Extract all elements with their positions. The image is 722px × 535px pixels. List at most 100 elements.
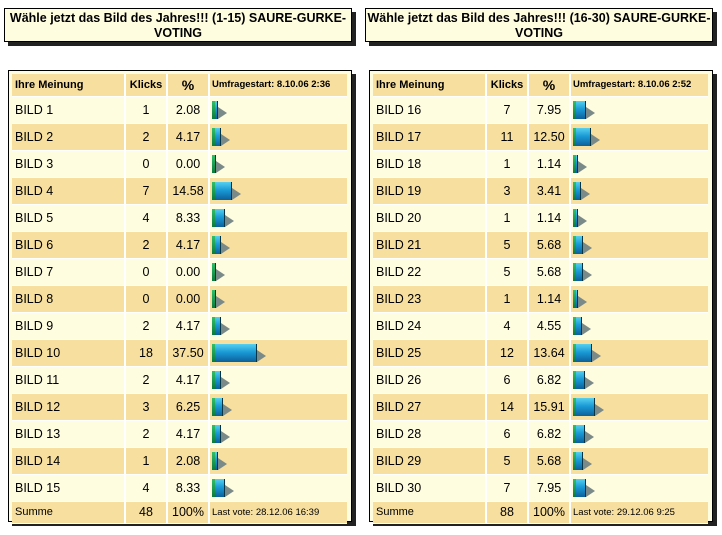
bar-edge (573, 181, 576, 200)
option-percent: 4.17 (167, 123, 210, 151)
option-count: 7 (486, 474, 529, 502)
option-name: BILD 19 (373, 177, 487, 205)
option-percent: 2.08 (167, 96, 210, 124)
option-name: BILD 15 (12, 474, 126, 502)
percent-bar-cell (570, 312, 708, 340)
table-row: BILD 17 11 12.50 (373, 123, 708, 151)
percent-bar (212, 126, 230, 148)
bar-edge (573, 154, 576, 173)
bar-edge (212, 208, 215, 227)
percent-bar-cell (209, 285, 347, 313)
bar-tip (223, 403, 232, 416)
option-count: 7 (486, 96, 529, 124)
option-count: 4 (486, 312, 529, 340)
percent-bar (573, 396, 604, 418)
bar-fill (576, 208, 578, 227)
option-percent: 3.41 (528, 177, 571, 205)
summary-row: Summe 48 100% Last vote: 28.12.06 16:39 (12, 501, 347, 524)
option-name: BILD 6 (12, 231, 126, 259)
bar-tip (221, 133, 230, 146)
table-row: BILD 8 0 0.00 (12, 285, 347, 313)
summary-percent: 100% (528, 501, 571, 524)
summary-count: 48 (125, 501, 168, 524)
option-name: BILD 28 (373, 420, 487, 448)
summary-percent: 100% (167, 501, 210, 524)
percent-bar (212, 423, 230, 445)
option-name: BILD 23 (373, 285, 487, 313)
percent-bar-cell (570, 339, 708, 367)
option-percent: 6.25 (167, 393, 210, 421)
option-name: BILD 27 (373, 393, 487, 421)
bar-fill (215, 208, 225, 227)
bar-fill (215, 235, 221, 254)
option-count: 6 (486, 366, 529, 394)
option-name: BILD 14 (12, 447, 126, 475)
option-name: BILD 10 (12, 339, 126, 367)
percent-bar (212, 342, 266, 364)
header-row: Ihre Meinung Klicks% Umfragestart: 8.10.06… (12, 74, 347, 97)
bar-tip (218, 457, 227, 470)
percent-bar-cell (209, 204, 347, 232)
percent-bar-cell (209, 177, 347, 205)
option-count: 18 (125, 339, 168, 367)
bar-edge (573, 289, 576, 308)
option-name: BILD 9 (12, 312, 126, 340)
bar-edge (212, 343, 215, 362)
bar-fill (576, 370, 585, 389)
option-count: 0 (125, 285, 168, 313)
header-row: Ihre Meinung Klicks% Umfragestart: 8.10.06… (373, 74, 708, 97)
bar-tip (581, 187, 590, 200)
option-percent: 1.14 (528, 204, 571, 232)
option-name: BILD 7 (12, 258, 126, 286)
option-percent: 6.82 (528, 366, 571, 394)
percent-bar-cell (209, 474, 347, 502)
bar-edge (212, 100, 215, 119)
percent-bar (212, 396, 232, 418)
percent-bar (573, 99, 595, 121)
percent-bar-cell (570, 366, 708, 394)
bar-tip (221, 322, 230, 335)
summary-label: Summe (373, 501, 487, 524)
table-row: BILD 10 18 37.50 (12, 339, 347, 367)
option-name: BILD 29 (373, 447, 487, 475)
option-count: 2 (125, 366, 168, 394)
percent-bar (212, 99, 227, 121)
percent-bar-cell (209, 420, 347, 448)
bar-fill (576, 397, 595, 416)
poll-table-left: Ihre Meinung Klicks% Umfragestart: 8.10.06… (12, 74, 347, 524)
percent-bar (212, 369, 230, 391)
option-count: 7 (125, 177, 168, 205)
bar-fill (215, 370, 221, 389)
option-percent: 0.00 (167, 150, 210, 178)
bar-fill (576, 451, 583, 470)
percent-bar-cell (570, 204, 708, 232)
percent-bar-cell (209, 393, 347, 421)
header-percent: % (528, 74, 571, 97)
table-row: BILD 27 14 15.91 (373, 393, 708, 421)
bar-tip (595, 403, 604, 416)
bar-tip (225, 484, 234, 497)
option-name: BILD 4 (12, 177, 126, 205)
table-row: BILD 28 6 6.82 (373, 420, 708, 448)
table-row: BILD 2 2 4.17 (12, 123, 347, 151)
table-row: BILD 13 2 4.17 (12, 420, 347, 448)
bar-edge (573, 262, 576, 281)
option-name: BILD 13 (12, 420, 126, 448)
bar-fill (215, 343, 257, 362)
option-name: BILD 26 (373, 366, 487, 394)
percent-bar (573, 315, 591, 337)
option-name: BILD 30 (373, 474, 487, 502)
option-percent: 7.95 (528, 474, 571, 502)
bar-tip (582, 322, 591, 335)
table-row: BILD 26 6 6.82 (373, 366, 708, 394)
bar-edge (212, 235, 215, 254)
bar-tip (257, 349, 266, 362)
poll-title-right: Wähle jetzt das Bild des Jahres!!! (16-3… (365, 8, 713, 42)
bar-tip (216, 295, 225, 308)
option-count: 0 (125, 258, 168, 286)
table-row: BILD 11 2 4.17 (12, 366, 347, 394)
percent-bar-cell (570, 177, 708, 205)
bar-tip (583, 457, 592, 470)
bar-fill (576, 100, 586, 119)
bar-edge (573, 397, 576, 416)
